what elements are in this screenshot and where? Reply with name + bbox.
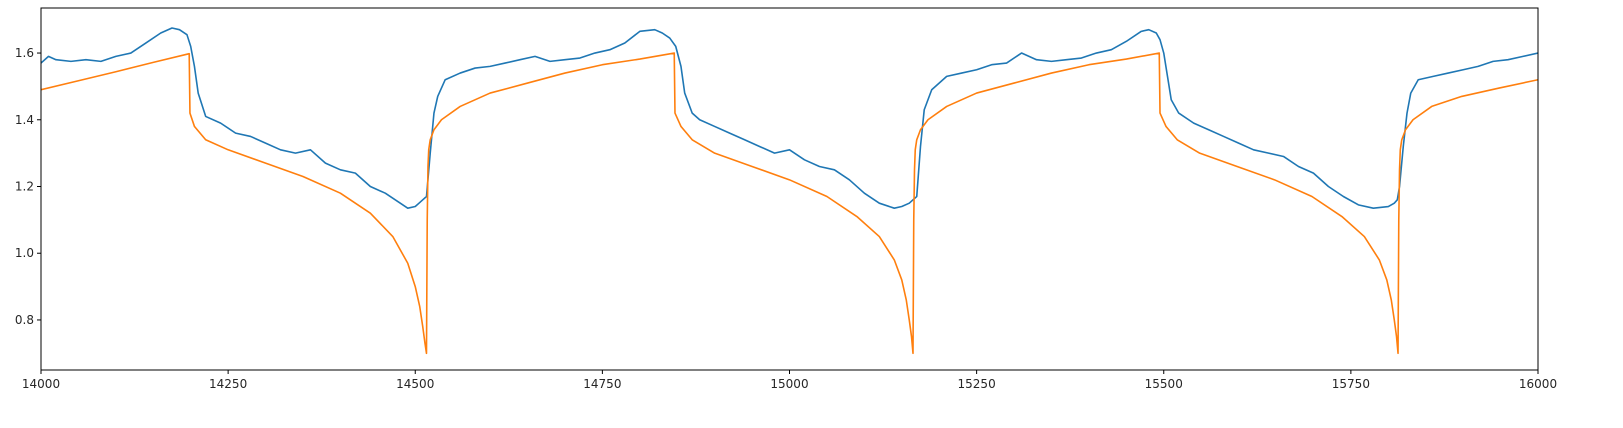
y-tick-label: 1.0 xyxy=(15,246,34,260)
series-line-1 xyxy=(41,27,1538,209)
x-tick-label: 14000 xyxy=(22,377,60,391)
x-axis: 14000 14250 14500 14750 15000 15250 15500 15750… xyxy=(22,370,1557,391)
y-tick-label: 1.6 xyxy=(15,46,34,60)
x-tick-label: 14750 xyxy=(583,377,621,391)
x-tick-label: 15500 xyxy=(1145,377,1183,391)
x-tick-label: 16000 xyxy=(1519,377,1557,391)
x-tick-label: 15250 xyxy=(958,377,996,391)
y-tick-label: 1.2 xyxy=(15,179,34,193)
x-tick-label: 14500 xyxy=(396,377,434,391)
series-line-2 xyxy=(41,52,1538,355)
x-tick-label: 14250 xyxy=(209,377,247,391)
x-tick-label: 15750 xyxy=(1332,377,1370,391)
y-axis: 0.8 1.0 1.2 1.4 1.6 xyxy=(15,46,41,327)
series-layer xyxy=(41,27,1538,355)
x-tick-label: 15000 xyxy=(770,377,808,391)
y-tick-label: 0.8 xyxy=(15,313,34,327)
y-tick-label: 1.4 xyxy=(15,113,34,127)
